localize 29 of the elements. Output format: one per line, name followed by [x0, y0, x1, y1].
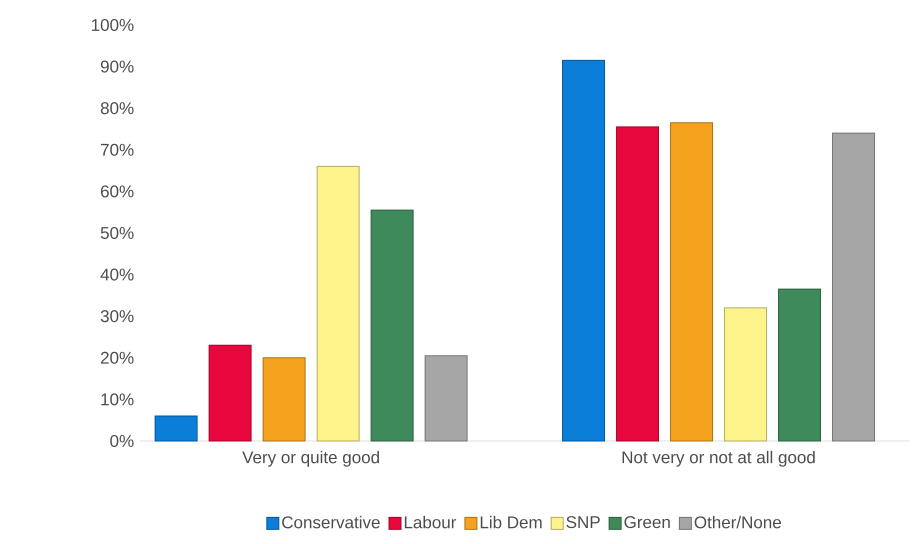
y-tick-label: 10% [101, 393, 134, 406]
y-tick-label: 50% [100, 226, 134, 240]
bar [370, 210, 414, 442]
y-tick-label: 70% [100, 144, 134, 156]
bar [154, 416, 198, 442]
bar [670, 122, 714, 442]
bar [316, 166, 360, 442]
y-tick-label: 20% [100, 352, 134, 364]
y-tick-label: 30% [100, 310, 134, 322]
bar [208, 344, 252, 442]
y-tick-label: 0% [110, 434, 134, 448]
y-tick-label: 80% [100, 102, 134, 114]
legend-label: Labour [404, 516, 456, 528]
x-tick-label: Not very or not at all good [622, 450, 815, 467]
y-tick-label: 60% [100, 185, 134, 198]
legend-label: SNP [566, 516, 600, 528]
bar [724, 307, 768, 442]
bar [778, 288, 822, 442]
legend-label: Green [624, 516, 670, 528]
legend-label: Other/None [694, 516, 781, 528]
y-tick-label: 100% [92, 18, 134, 32]
legend-label: Lib Dem [480, 516, 542, 528]
x-tick-label: Very or quite good [242, 450, 379, 467]
y-tick-label: 40% [100, 268, 134, 281]
y-tick-label: 90% [100, 60, 134, 73]
bar [262, 357, 306, 442]
legend-label: Conservative [282, 516, 380, 528]
bar [562, 60, 606, 442]
bar [616, 126, 660, 442]
